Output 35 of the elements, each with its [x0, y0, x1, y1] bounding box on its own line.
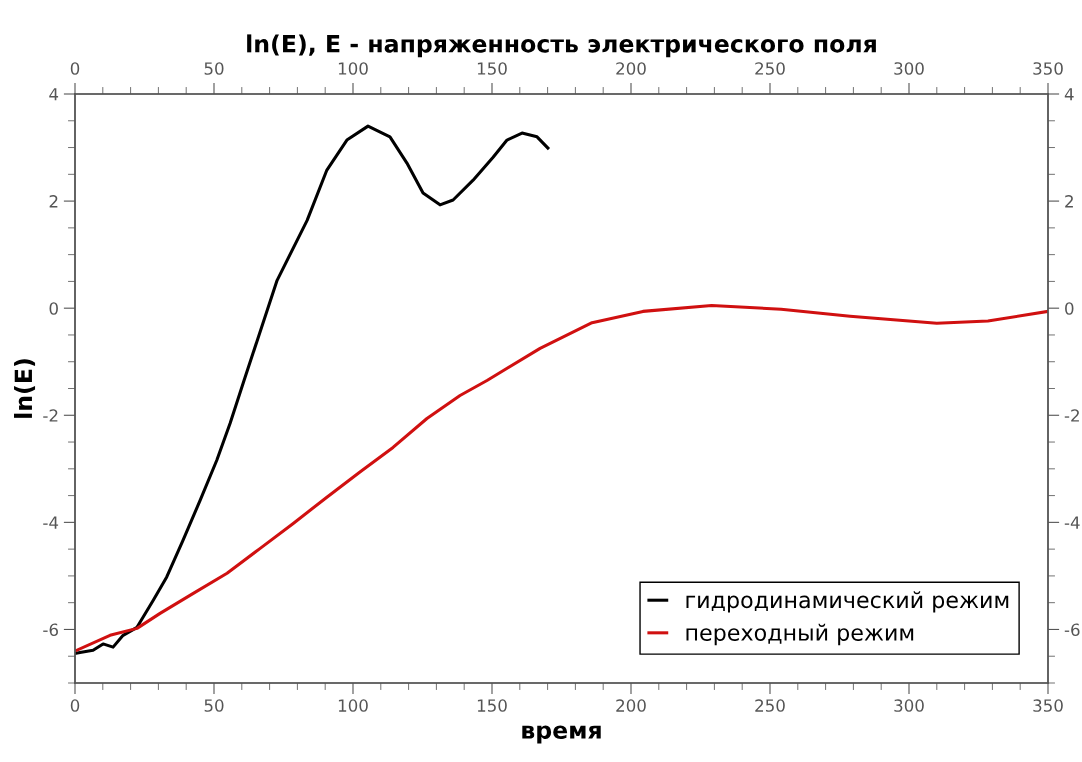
x-tick-label: 150: [477, 699, 507, 712]
x-tick-label: 350: [1033, 699, 1063, 712]
legend-label: переходный режим: [686, 623, 914, 646]
x2-tick-label: 200: [616, 62, 646, 75]
chart-title: ln(E), E - напряженность электрического поля: [247, 34, 876, 58]
x2-tick-label: 250: [755, 62, 785, 75]
y-tick-label: -2: [43, 409, 58, 422]
y2-tick-label: 4: [1064, 88, 1074, 101]
y2-tick-label: -2: [1064, 409, 1079, 422]
legend-label: гидродинамический режим: [686, 591, 1009, 613]
x-axis-title: время: [522, 725, 601, 744]
x2-tick-label: 100: [338, 62, 368, 75]
x-tick-label: 300: [894, 699, 924, 712]
x2-tick-label: 150: [477, 62, 507, 75]
y-tick-label: -4: [43, 516, 59, 529]
x2-tick-label: 0: [70, 62, 80, 75]
x-tick-label: 100: [338, 699, 368, 712]
y-axis-title: ln(E): [14, 359, 36, 418]
x2-tick-label: 300: [894, 62, 924, 75]
y-tick-label: 4: [49, 88, 59, 101]
y2-tick-label: 2: [1065, 195, 1073, 208]
line-series: [75, 124, 550, 656]
x-tick-label: 50: [204, 699, 224, 712]
y-tick-label: 0: [49, 302, 58, 315]
x-tick-label: 200: [616, 699, 646, 712]
y2-tick-label: -6: [1064, 623, 1080, 637]
x2-tick-label: 350: [1033, 62, 1063, 75]
y2-tick-label: -4: [1064, 516, 1080, 529]
y-tick-label: 2: [49, 195, 58, 208]
y-tick-label: -6: [43, 623, 58, 637]
line-series: [75, 303, 1048, 652]
x-tick-label: 0: [70, 699, 80, 712]
x2-tick-label: 50: [204, 62, 224, 75]
y2-tick-label: 0: [1065, 302, 1074, 315]
x-tick-label: 250: [755, 699, 785, 712]
